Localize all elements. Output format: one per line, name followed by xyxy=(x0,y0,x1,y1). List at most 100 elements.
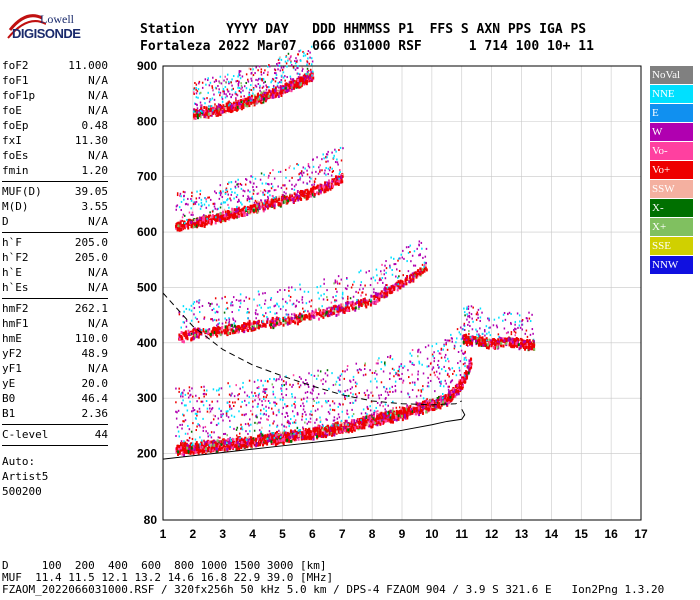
echo-point xyxy=(364,364,366,367)
echo-point xyxy=(217,325,220,329)
echo-point xyxy=(441,397,444,401)
echo-point xyxy=(240,187,243,190)
echo-point xyxy=(256,304,259,307)
echo-point xyxy=(422,397,425,400)
echo-point xyxy=(205,400,208,403)
echo-point xyxy=(413,250,416,253)
echo-point xyxy=(248,401,250,404)
echo-point xyxy=(308,317,311,321)
echo-point xyxy=(309,430,312,434)
echo-point xyxy=(323,188,326,192)
echo-point xyxy=(369,424,372,428)
echo-point xyxy=(466,313,468,316)
echo-point xyxy=(458,379,461,383)
echo-point xyxy=(335,313,338,317)
echo-point xyxy=(229,419,231,422)
echo-point xyxy=(256,208,259,212)
echo-point xyxy=(309,417,312,420)
echo-point xyxy=(212,202,215,205)
echo-point xyxy=(247,422,249,425)
echo-point xyxy=(298,315,301,318)
echo-point xyxy=(431,353,434,356)
echo-point xyxy=(379,277,381,280)
echo-point xyxy=(307,162,310,165)
echo-point xyxy=(297,190,300,193)
echo-point xyxy=(211,215,214,219)
echo-point xyxy=(262,320,264,323)
echo-point xyxy=(203,203,206,206)
echo-point xyxy=(372,295,374,298)
echo-point xyxy=(338,426,341,430)
echo-point xyxy=(273,436,276,439)
echo-point xyxy=(213,431,215,434)
echo-point xyxy=(227,382,229,385)
echo-point xyxy=(182,444,185,448)
echo-point xyxy=(322,298,325,301)
echo-point xyxy=(194,220,197,224)
echo-point xyxy=(253,205,256,208)
echo-point xyxy=(205,200,208,203)
echo-point xyxy=(242,327,245,331)
echo-point xyxy=(337,177,340,181)
echo-point xyxy=(188,428,191,431)
echo-point xyxy=(234,442,237,446)
echo-point xyxy=(298,312,301,316)
echo-point xyxy=(406,416,409,420)
echo-point xyxy=(266,437,269,440)
echo-point xyxy=(272,169,274,172)
echo-point xyxy=(421,363,423,366)
echo-point xyxy=(226,301,228,304)
echo-point xyxy=(177,430,180,433)
echo-point xyxy=(332,429,335,433)
echo-point xyxy=(199,221,202,225)
echo-point xyxy=(197,219,200,223)
echo-point xyxy=(350,301,353,305)
echo-point xyxy=(243,205,246,209)
echo-point xyxy=(186,337,189,341)
echo-point xyxy=(230,440,232,443)
echo-point xyxy=(312,165,315,168)
echo-point xyxy=(294,404,297,407)
echo-point xyxy=(221,446,224,450)
echo-point xyxy=(391,385,394,388)
echo-point xyxy=(322,153,324,156)
echo-point xyxy=(331,171,334,174)
echo-point xyxy=(409,410,412,414)
echo-point xyxy=(424,346,427,349)
echo-point xyxy=(313,192,316,196)
echo-point xyxy=(311,392,313,395)
echo-point xyxy=(195,222,198,226)
echo-point xyxy=(306,72,309,76)
echo-point xyxy=(273,202,276,206)
echo-point xyxy=(424,266,427,270)
echo-point xyxy=(279,170,282,173)
echo-point xyxy=(193,331,196,334)
echo-point xyxy=(352,295,355,298)
echo-point xyxy=(455,337,458,340)
echo-point xyxy=(360,369,362,372)
echo-point xyxy=(237,394,239,397)
echo-point xyxy=(384,408,386,411)
echo-point xyxy=(246,445,249,449)
echo-point xyxy=(282,380,285,383)
echo-point xyxy=(425,407,428,411)
echo-point xyxy=(377,410,379,413)
echo-point xyxy=(370,277,372,280)
echo-point xyxy=(343,423,346,427)
echo-point xyxy=(195,224,198,228)
y-tick-label: 900 xyxy=(137,59,157,73)
echo-point xyxy=(216,447,219,451)
echo-point xyxy=(227,416,230,419)
echo-point xyxy=(437,359,440,362)
echo-point xyxy=(208,219,211,223)
echo-point xyxy=(402,249,404,252)
echo-point xyxy=(255,201,258,205)
echo-point xyxy=(275,439,278,443)
echo-point xyxy=(229,442,231,445)
echo-point xyxy=(306,315,309,319)
echo-point xyxy=(323,157,325,160)
echo-point xyxy=(301,190,304,193)
echo-point xyxy=(338,304,340,307)
echo-point xyxy=(334,175,337,179)
echo-point xyxy=(220,413,222,416)
